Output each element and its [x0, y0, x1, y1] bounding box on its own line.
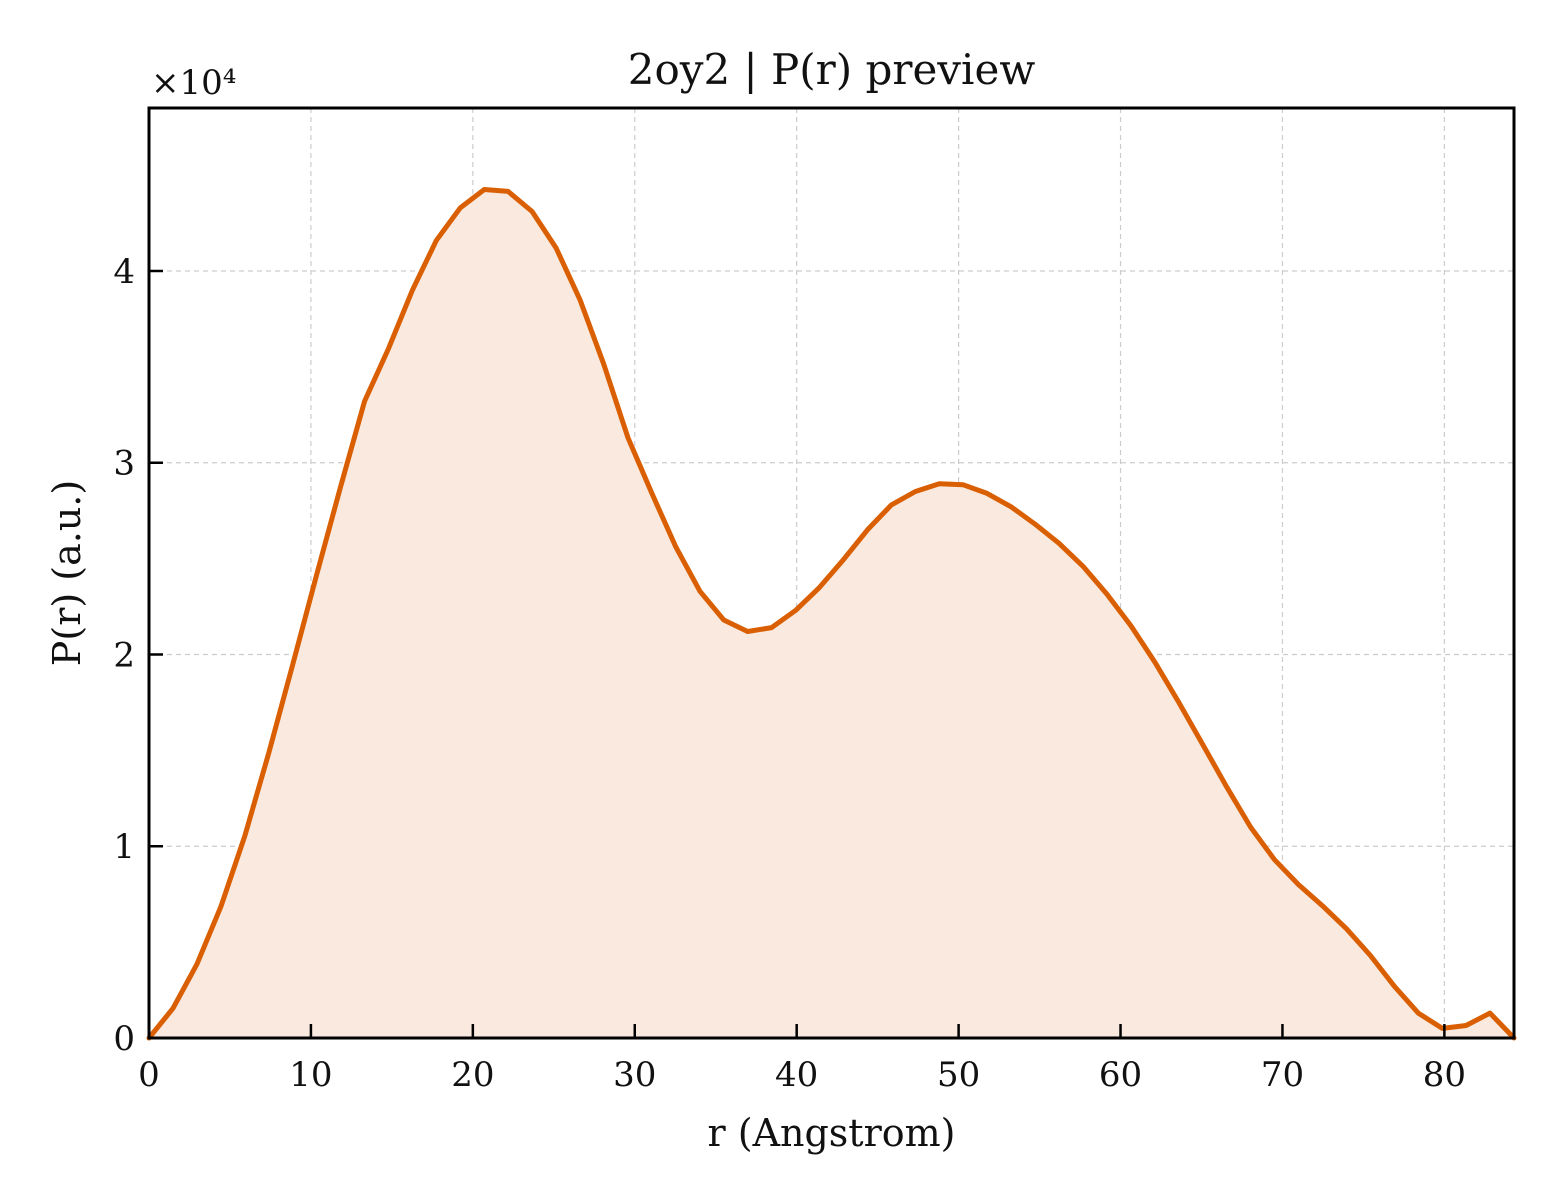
y-tick-label: 4 [113, 252, 135, 292]
x-tick-label: 30 [613, 1055, 656, 1095]
x-tick-label: 50 [937, 1055, 980, 1095]
pr-series-line [146, 187, 1517, 1041]
y-axis-offset-label: ×10⁴ [151, 63, 236, 103]
y-tick-label: 3 [113, 444, 135, 484]
chart-title: 2oy2 | P(r) preview [628, 45, 1036, 94]
x-tick-label: 40 [775, 1055, 818, 1095]
y-tick-label: 1 [113, 827, 135, 867]
x-tick-label: 60 [1099, 1055, 1142, 1095]
y-tick-label: 2 [113, 635, 135, 675]
x-tick-label: 80 [1423, 1055, 1466, 1095]
y-tick-label: 0 [113, 1019, 135, 1059]
x-tick-label: 0 [138, 1055, 160, 1095]
plot-frame [147, 106, 1516, 1040]
y-axis-label: P(r) (a.u.) [45, 480, 89, 666]
area-fill [149, 189, 1514, 1038]
x-axis-label: r (Angstrom) [708, 1111, 956, 1155]
x-tick-label: 20 [451, 1055, 494, 1095]
area-layer [146, 187, 1517, 1041]
ticks: 0 10 20 30 40 50 60 70 80 0 1 2 3 4 [113, 252, 1466, 1095]
x-tick-label: 70 [1261, 1055, 1304, 1095]
x-tick-label: 10 [289, 1055, 332, 1095]
